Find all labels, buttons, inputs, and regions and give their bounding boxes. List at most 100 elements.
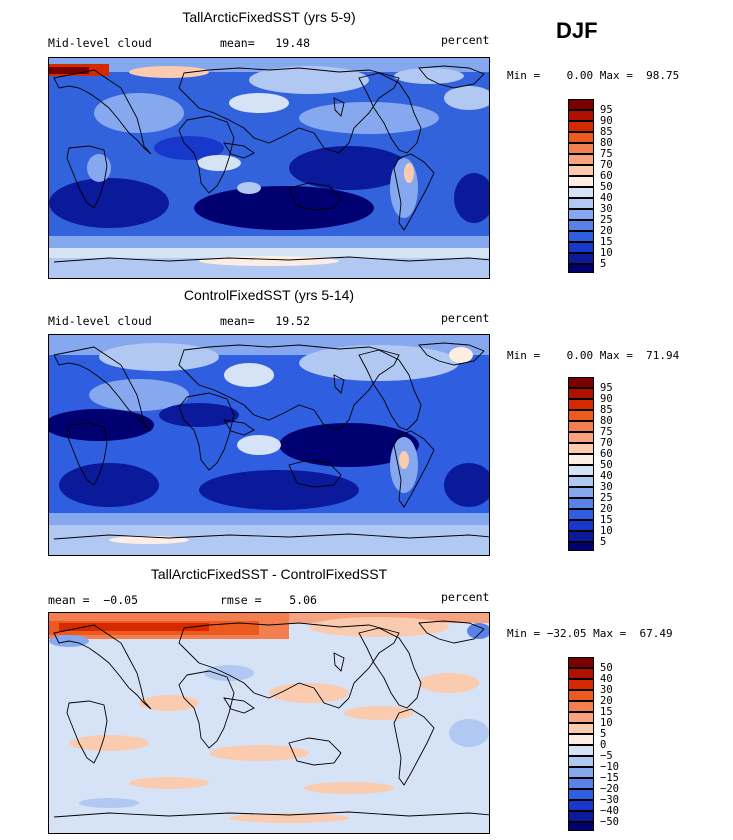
map-diff [48, 612, 490, 834]
colorbar-label-tall-7: 50 [600, 181, 613, 193]
colorbar-cell-tall-11 [568, 220, 594, 231]
colorbar-cell-tall-15 [568, 264, 594, 273]
units-label-control: percent [441, 311, 490, 325]
colorbar-cell-diff-4 [568, 701, 594, 712]
colorbar-label-tall-11: 20 [600, 225, 613, 237]
colorbar-label-diff-7: 0 [600, 739, 607, 751]
colorbar-label-control-1: 90 [600, 393, 613, 405]
colorbar-label-tall-14: 5 [600, 258, 607, 270]
map-tall [48, 57, 490, 279]
units-label-tall: percent [441, 33, 490, 47]
colorbar-label-control-8: 40 [600, 470, 613, 482]
mean-label-control: mean= 19.52 [220, 314, 311, 328]
units-label-diff: percent [441, 590, 490, 604]
colorbar-label-diff-4: 15 [600, 706, 613, 718]
colorbar-cell-tall-6 [568, 165, 594, 176]
mean-label-diff: mean = −0.05 [48, 593, 139, 607]
colorbar-cell-control-15 [568, 542, 594, 551]
colorbar-label-diff-14: −50 [600, 816, 619, 828]
colorbar-cell-control-13 [568, 520, 594, 531]
colorbar-cell-diff-3 [568, 690, 594, 701]
colorbar-label-diff-12: −30 [600, 794, 619, 806]
colorbar-label-tall-3: 80 [600, 137, 613, 149]
colorbar-label-tall-4: 75 [600, 148, 613, 160]
colorbar-label-diff-10: −15 [600, 772, 619, 784]
colorbar-cell-diff-15 [568, 822, 594, 831]
colorbar-label-control-4: 75 [600, 426, 613, 438]
colorbar-cell-tall-3 [568, 132, 594, 143]
colorbar-cell-diff-14 [568, 811, 594, 822]
colorbar-cell-diff-1 [568, 668, 594, 679]
colorbar-label-control-9: 30 [600, 481, 613, 493]
colorbar-cell-tall-1 [568, 110, 594, 121]
colorbar-label-tall-12: 15 [600, 236, 613, 248]
colorbar-diff: 50 40 30 20 15 10 5 0 −5 −10 −15 −20 −30… [568, 657, 668, 831]
colorbar-label-diff-5: 10 [600, 717, 613, 729]
colorbar-label-diff-11: −20 [600, 783, 619, 795]
colorbar-cell-tall-14 [568, 253, 594, 264]
colorbar-label-diff-13: −40 [600, 805, 619, 817]
season-label: DJF [556, 18, 598, 43]
colorbar-cell-tall-10 [568, 209, 594, 220]
colorbar-cell-control-4 [568, 421, 594, 432]
variable-label-tall: Mid-level cloud [48, 36, 152, 50]
colorbar-cell-diff-2 [568, 679, 594, 690]
colorbar-cell-tall-7 [568, 176, 594, 187]
colorbar-label-tall-9: 30 [600, 203, 613, 215]
minmax-tall: Min = 0.00 Max = 98.75 [507, 69, 680, 82]
colorbar-label-control-7: 50 [600, 459, 613, 471]
colorbar-label-control-2: 85 [600, 404, 613, 416]
colorbar-tall: 95 90 85 80 75 70 60 50 40 30 25 20 15 1… [568, 99, 668, 273]
colorbar-label-control-11: 20 [600, 503, 613, 515]
colorbar-label-diff-2: 30 [600, 684, 613, 696]
colorbar-cell-control-7 [568, 454, 594, 465]
colorbar-label-control-14: 5 [600, 536, 607, 548]
colorbar-cell-tall-2 [568, 121, 594, 132]
colorbar-label-control-13: 10 [600, 525, 613, 537]
rmse-label-diff: rmse = 5.06 [220, 593, 317, 607]
colorbar-cell-tall-12 [568, 231, 594, 242]
colorbar-cell-diff-10 [568, 767, 594, 778]
colorbar-cell-tall-5 [568, 154, 594, 165]
colorbar-cell-control-1 [568, 388, 594, 399]
colorbar-label-control-3: 80 [600, 415, 613, 427]
colorbar-label-control-10: 25 [600, 492, 613, 504]
colorbar-label-control-12: 15 [600, 514, 613, 526]
colorbar-cell-control-2 [568, 399, 594, 410]
colorbar-cell-diff-6 [568, 723, 594, 734]
colorbar-label-control-0: 95 [600, 382, 613, 394]
colorbar-cell-diff-11 [568, 778, 594, 789]
colorbar-cell-diff-13 [568, 800, 594, 811]
colorbar-cell-tall-8 [568, 187, 594, 198]
colorbar-cell-diff-8 [568, 745, 594, 756]
colorbar-cell-control-0 [568, 377, 594, 388]
panel-title-control: ControlFixedSST (yrs 5-14) [183, 287, 355, 303]
panel-title-tall: TallArcticFixedSST (yrs 5-9) [182, 9, 356, 25]
colorbar-label-tall-2: 85 [600, 126, 613, 138]
colorbar-cell-control-5 [568, 432, 594, 443]
colorbar-cell-diff-7 [568, 734, 594, 745]
colorbar-cell-control-6 [568, 443, 594, 454]
colorbar-cell-control-9 [568, 476, 594, 487]
colorbar-cell-control-10 [568, 487, 594, 498]
colorbar-cell-diff-5 [568, 712, 594, 723]
colorbar-label-diff-0: 50 [600, 662, 613, 674]
colorbar-label-control-5: 70 [600, 437, 613, 449]
colorbar-label-tall-6: 60 [600, 170, 613, 182]
colorbar-cell-diff-12 [568, 789, 594, 800]
colorbar-label-tall-1: 90 [600, 115, 613, 127]
colorbar-cell-control-12 [568, 509, 594, 520]
colorbar-control: 95 90 85 80 75 70 60 50 40 30 25 20 15 1… [568, 377, 668, 551]
colorbar-cell-control-3 [568, 410, 594, 421]
colorbar-cell-control-11 [568, 498, 594, 509]
colorbar-cell-tall-13 [568, 242, 594, 253]
mean-label-tall: mean= 19.48 [220, 36, 311, 50]
colorbar-label-tall-8: 40 [600, 192, 613, 204]
colorbar-label-tall-5: 70 [600, 159, 613, 171]
colorbar-label-diff-1: 40 [600, 673, 613, 685]
minmax-diff: Min = −32.05 Max = 67.49 [507, 627, 673, 640]
colorbar-cell-tall-0 [568, 99, 594, 110]
colorbar-label-tall-0: 95 [600, 104, 613, 116]
colorbar-label-diff-8: −5 [600, 750, 613, 762]
